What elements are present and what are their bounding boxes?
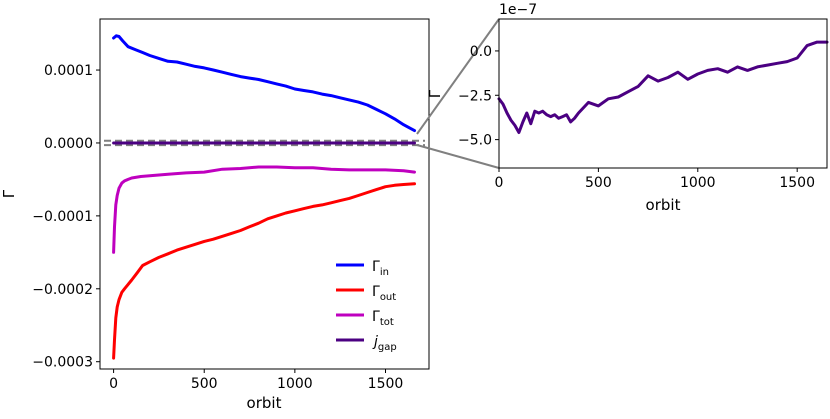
- main-y-ticks: 0.0001 0.0000 −0.0001 −0.0002 −0.0003: [32, 63, 100, 371]
- main-axes-frame: [99, 18, 430, 370]
- legend-item-gap: jgap: [336, 334, 397, 353]
- x-tick-label: 500: [585, 175, 612, 191]
- legend-label-in: Γin: [372, 259, 389, 278]
- zoom-connector-bottom: [416, 144, 500, 169]
- series-line-jgap: [497, 40, 829, 134]
- x-tick-label: 1500: [368, 376, 404, 392]
- inset-axes-frame: [498, 18, 828, 169]
- inset-offset-label: 1e−7: [499, 2, 537, 18]
- main-x-label: orbit: [247, 394, 282, 412]
- main-x-ticks: 0 500 1000 1500: [109, 369, 403, 392]
- inset-y-label: Γ: [426, 89, 444, 98]
- series-line-tot: [112, 165, 416, 254]
- zoom-connector-top: [416, 18, 500, 135]
- main-plot-area: [104, 34, 425, 360]
- y-tick-label: 0.0: [470, 44, 492, 60]
- inset-x-label: orbit: [646, 196, 681, 214]
- x-tick-label: 500: [191, 376, 218, 392]
- y-tick-label: −0.0003: [32, 355, 93, 371]
- inset-chart: 0 500 1000 1500 0.0 −2.5 −5.0 1e−7 orbit Γ: [426, 2, 829, 214]
- y-tick-label: −0.0002: [32, 282, 93, 298]
- legend-label-out: Γout: [372, 284, 396, 303]
- legend-item-in: Γin: [336, 259, 389, 278]
- x-tick-label: 1000: [680, 175, 716, 191]
- main-y-label: Γ: [0, 189, 18, 198]
- main-chart: 0 500 1000 1500 0.0001 0.0000 −0.0001 −0.0002 −…: [0, 18, 430, 412]
- x-tick-label: 1000: [277, 376, 313, 392]
- inset-x-ticks: 0 500 1000 1500: [495, 168, 815, 191]
- y-tick-label: 0.0000: [44, 136, 93, 152]
- zoom-connectors: [416, 18, 500, 169]
- legend-item-tot: Γtot: [336, 309, 394, 328]
- x-tick-label: 0: [495, 175, 504, 191]
- legend-item-out: Γout: [336, 284, 396, 303]
- y-tick-label: −5.0: [458, 133, 492, 149]
- y-tick-label: 0.0001: [44, 63, 93, 79]
- series-line-in: [112, 34, 416, 133]
- y-tick-label: −0.0001: [32, 209, 93, 225]
- inset-plot-area: [497, 40, 829, 134]
- legend-label-tot: Γtot: [372, 309, 394, 328]
- y-tick-label: −2.5: [458, 88, 492, 104]
- legend: Γin Γout Γtot jgap: [336, 259, 397, 353]
- series-line-out: [112, 182, 416, 360]
- inset-y-ticks: 0.0 −2.5 −5.0: [458, 44, 499, 149]
- x-tick-label: 1500: [779, 175, 815, 191]
- x-tick-label: 0: [109, 376, 118, 392]
- legend-label-gap: jgap: [372, 334, 397, 353]
